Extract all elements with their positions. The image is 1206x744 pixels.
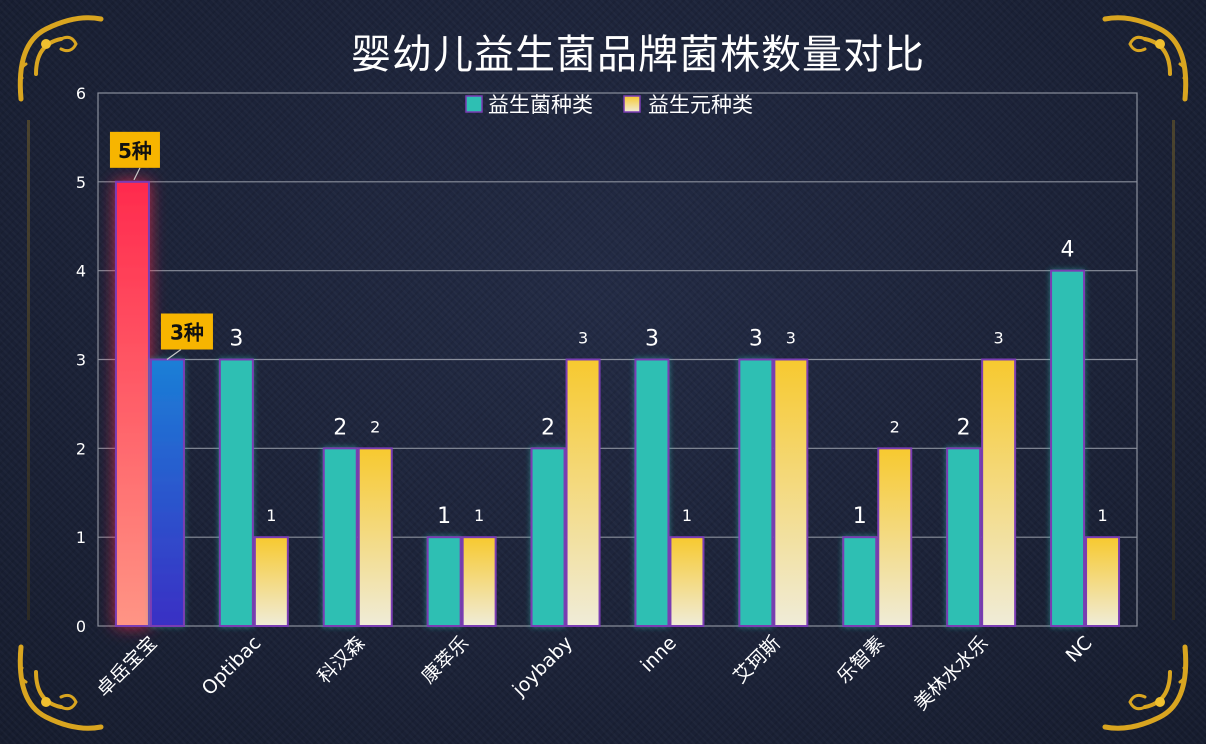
legend-label-series0: 益生菌种类	[488, 93, 593, 117]
corner-ornament-bottom-right-icon	[1102, 644, 1189, 731]
bar-series0	[530, 447, 566, 628]
bar-series0	[322, 447, 358, 628]
data-label-series0: 2	[333, 415, 347, 440]
bar-series1	[669, 536, 705, 628]
legend-swatch-series0	[465, 95, 483, 113]
bar-series1	[877, 447, 913, 628]
bar-series0	[738, 358, 774, 627]
x-tick-label: Optibac	[198, 632, 266, 700]
x-tick-label: 乐智素	[833, 632, 889, 688]
data-label-series0: 3	[645, 327, 659, 352]
left-border-line	[27, 120, 30, 620]
y-tick-label: 5	[76, 173, 86, 192]
y-tick-label: 4	[76, 262, 86, 281]
x-tick-label: 科汉森	[313, 632, 369, 688]
data-label-series1: 1	[266, 506, 276, 525]
y-tick-label: 0	[76, 617, 86, 636]
y-tick-label: 6	[76, 84, 86, 103]
data-label-series1: 2	[370, 417, 380, 436]
x-tick-label: 美林水水乐	[910, 632, 993, 715]
callout-box	[160, 313, 213, 350]
data-label-series0: 3	[749, 327, 763, 352]
x-tick-label: NC	[1062, 632, 1097, 667]
data-label-series1: 3种	[170, 321, 204, 345]
corner-ornament-top-right-icon	[1102, 15, 1189, 102]
data-label-series1: 3	[786, 329, 796, 348]
data-label-series1: 3	[578, 329, 588, 348]
bar-series1	[149, 358, 185, 627]
callout-leader	[166, 349, 182, 360]
bar-series1	[981, 358, 1017, 627]
x-tick-label: 艾珂斯	[729, 632, 785, 688]
callout-box	[109, 131, 160, 168]
bar-series0	[426, 536, 462, 628]
y-tick-label: 1	[76, 528, 86, 547]
bar-series0	[218, 358, 254, 627]
callout-leader	[133, 167, 141, 181]
bar-series1	[773, 358, 809, 627]
data-label-series1: 1	[682, 506, 692, 525]
data-label-series0: 1	[437, 504, 451, 529]
bar-series0	[114, 180, 150, 627]
x-tick-label: inne	[636, 632, 681, 677]
chart-title: 婴幼儿益生菌品牌菌株数量对比	[351, 32, 925, 78]
data-label-series0: 2	[957, 415, 971, 440]
corner-ornament-top-left-icon	[17, 15, 104, 102]
bar-series0	[946, 447, 982, 628]
y-tick-label: 2	[76, 439, 86, 458]
bar-series0	[1050, 269, 1086, 627]
x-tick-label: 卓岳宝宝	[92, 632, 161, 701]
y-tick-label: 3	[76, 351, 86, 370]
bar-series1	[1085, 536, 1121, 628]
data-label-series1: 1	[1097, 506, 1107, 525]
data-label-series0: 4	[1061, 238, 1075, 263]
data-label-series0: 5种	[118, 139, 152, 163]
data-label-series0: 1	[853, 504, 867, 529]
bar-series1	[253, 536, 289, 628]
x-tick-label: joybaby	[508, 632, 577, 701]
bar-series1	[565, 358, 601, 627]
data-label-series1: 2	[890, 417, 900, 436]
data-label-series0: 2	[541, 415, 555, 440]
legend-label-series1: 益生元种类	[648, 93, 753, 117]
x-tick-label: 康萃乐	[417, 632, 473, 688]
data-label-series0: 3	[229, 327, 243, 352]
legend-swatch-series1	[623, 95, 641, 113]
right-border-line	[1172, 120, 1175, 620]
data-label-series1: 1	[474, 506, 484, 525]
bar-series0	[842, 536, 878, 628]
bar-series1	[357, 447, 393, 628]
bar-series0	[634, 358, 670, 627]
corner-ornament-bottom-left-icon	[17, 644, 104, 731]
data-label-series1: 3	[994, 329, 1004, 348]
bar-series1	[461, 536, 497, 628]
